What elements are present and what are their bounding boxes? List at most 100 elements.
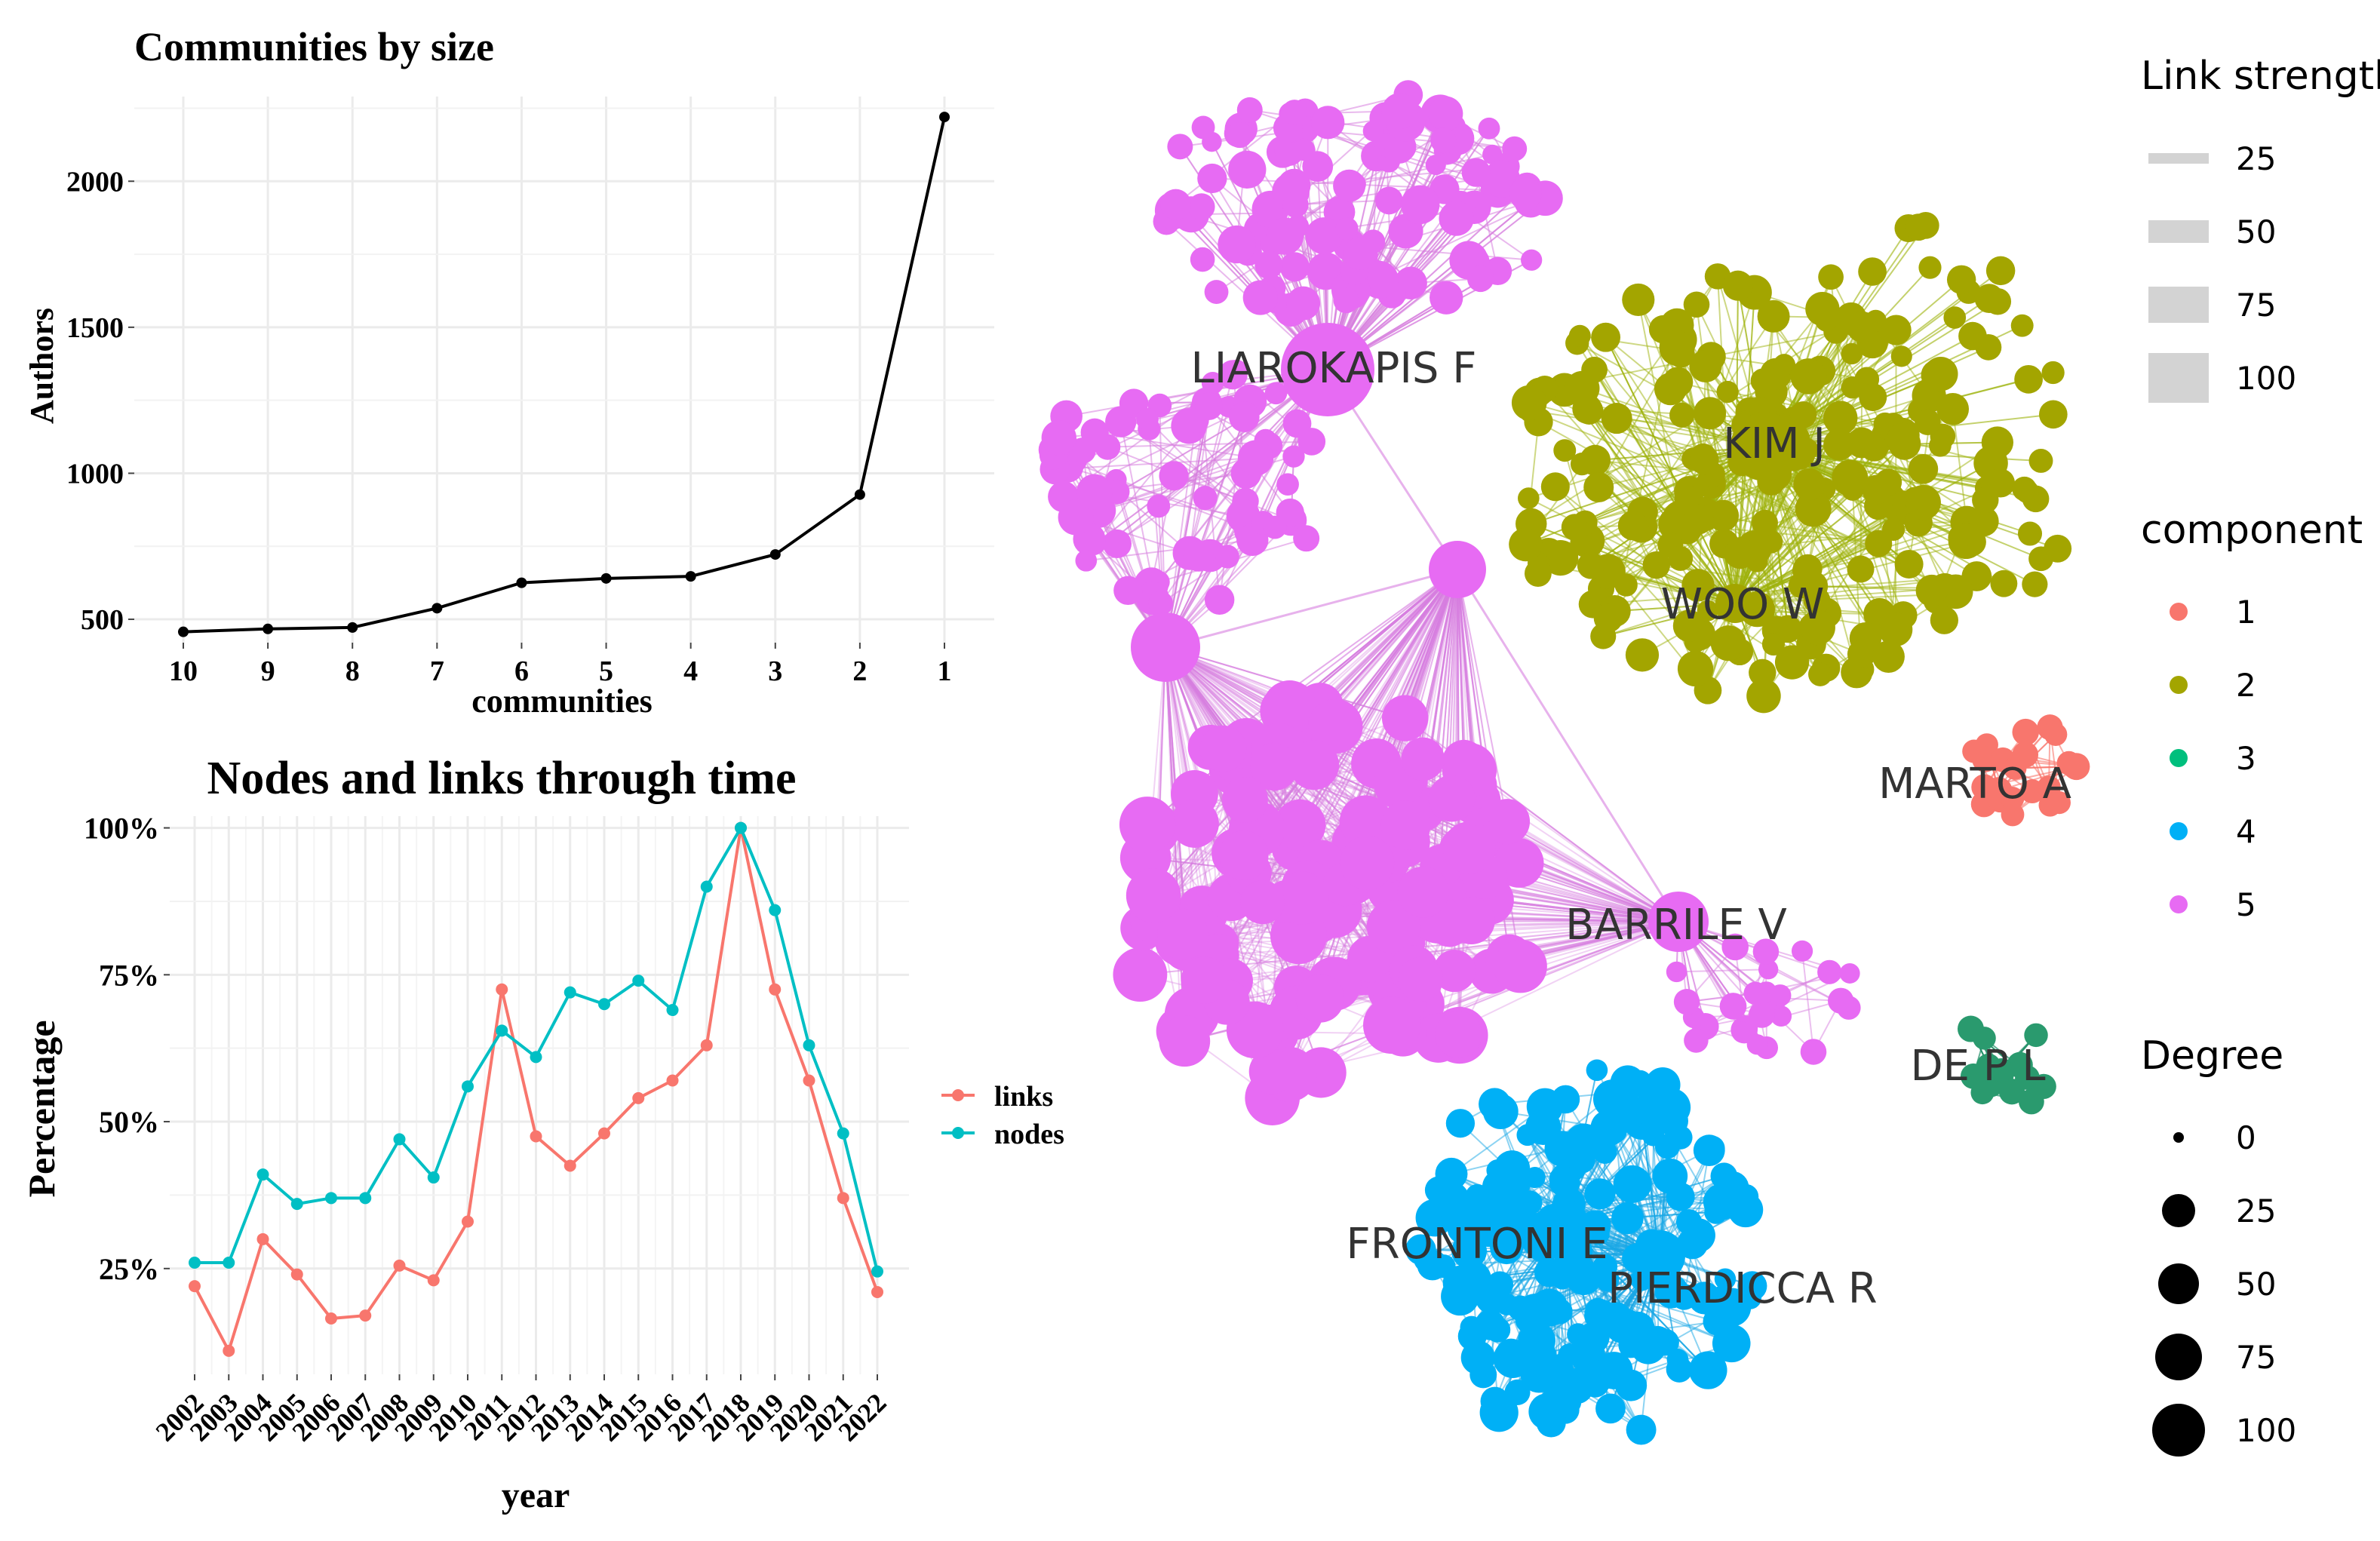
coauthor-network: LIAROKAPIS F KIM J WOO W MARTO A BARRILE… bbox=[1038, 80, 2090, 1445]
communities-y-tick-label: 500 bbox=[81, 604, 124, 636]
network-node bbox=[1490, 1231, 1524, 1265]
network-node bbox=[1360, 260, 1399, 299]
network-node bbox=[1430, 127, 1457, 154]
network-node bbox=[1793, 468, 1826, 501]
network-node bbox=[1943, 306, 1967, 329]
nodes-links-y-tick-label: 50% bbox=[99, 1105, 159, 1139]
network-edge bbox=[1471, 919, 1679, 922]
degree-label: 100 bbox=[2236, 1412, 2296, 1449]
network-edge bbox=[1107, 446, 1291, 521]
network-edge bbox=[1165, 646, 1186, 1042]
network-node bbox=[1858, 257, 1887, 286]
network-node bbox=[1976, 1053, 2001, 1079]
network-node bbox=[1521, 249, 1543, 271]
network-node bbox=[1292, 138, 1316, 161]
network-node bbox=[1095, 434, 1121, 460]
network-node bbox=[1509, 527, 1543, 562]
network-node bbox=[1282, 445, 1305, 468]
network-hub-node bbox=[1715, 584, 1755, 623]
network-node bbox=[2001, 803, 2025, 827]
network-node bbox=[1930, 606, 1958, 634]
network-node bbox=[1881, 315, 1912, 345]
communities-x-tick-label: 6 bbox=[514, 655, 529, 687]
series-point-links bbox=[666, 1074, 679, 1087]
network-node bbox=[1659, 330, 1695, 366]
network-node bbox=[1401, 737, 1445, 781]
network-node bbox=[1263, 515, 1287, 539]
network-node bbox=[2017, 521, 2043, 546]
network-node bbox=[1591, 322, 1621, 352]
network-node bbox=[1544, 1131, 1581, 1167]
nodes-links-legend: links nodes bbox=[941, 1081, 1064, 1150]
network-node bbox=[1467, 265, 1494, 293]
network-node bbox=[1104, 479, 1130, 505]
network-node bbox=[1058, 499, 1094, 536]
network-edge bbox=[1952, 409, 1968, 523]
network-edge bbox=[1601, 483, 1810, 590]
network-node bbox=[1746, 1034, 1767, 1055]
network-node bbox=[1516, 1124, 1539, 1147]
communities-y-tick-label: 1500 bbox=[66, 312, 124, 344]
network-node bbox=[1222, 776, 1268, 823]
network-node bbox=[1335, 216, 1359, 241]
series-point-nodes bbox=[427, 1171, 440, 1184]
network-node bbox=[1642, 551, 1671, 579]
network-node bbox=[1668, 545, 1694, 571]
nodes-links-chart: Nodes and links through time Percentage … bbox=[20, 753, 1064, 1515]
degree-label: 25 bbox=[2236, 1193, 2276, 1229]
network-node bbox=[1435, 1011, 1482, 1058]
communities-point bbox=[685, 571, 696, 582]
degree-swatch bbox=[2158, 1263, 2199, 1304]
network-edge bbox=[1457, 569, 1509, 822]
network-edge bbox=[1165, 646, 1186, 1042]
network-node bbox=[2015, 480, 2039, 504]
network-node bbox=[1654, 1134, 1680, 1159]
communities-point bbox=[178, 626, 189, 637]
node-label-kim: KIM J bbox=[1723, 419, 1826, 468]
series-point-links bbox=[427, 1274, 440, 1287]
degree-label: 0 bbox=[2236, 1119, 2256, 1156]
network-node bbox=[1070, 437, 1096, 464]
network-node bbox=[1333, 287, 1359, 314]
node-label-woo: WOO W bbox=[1661, 580, 1825, 629]
network-node bbox=[1442, 1265, 1479, 1301]
communities-x-tick-label: 4 bbox=[683, 655, 698, 687]
network-node bbox=[1593, 603, 1623, 633]
network-node bbox=[1286, 286, 1321, 321]
communities-point bbox=[347, 622, 358, 633]
network-node bbox=[2001, 787, 2025, 810]
network-node bbox=[1333, 169, 1366, 202]
network-node bbox=[1612, 1207, 1640, 1235]
network-node bbox=[1841, 376, 1864, 399]
network-node bbox=[1689, 1351, 1727, 1389]
network-node bbox=[1847, 555, 1875, 583]
component-legend: 1 2 3 4 5 bbox=[2170, 594, 2256, 923]
network-node bbox=[1448, 897, 1495, 945]
network-node bbox=[1862, 474, 1892, 505]
network-node bbox=[1635, 1325, 1666, 1356]
degree-label: 75 bbox=[2236, 1339, 2276, 1376]
network-node bbox=[1565, 1382, 1586, 1404]
network-node bbox=[1663, 367, 1694, 398]
network-edge bbox=[1271, 921, 1679, 1073]
network-node bbox=[1102, 529, 1132, 558]
legend-nodes-label: nodes bbox=[994, 1119, 1064, 1150]
nodes-links-y-tick-label: 25% bbox=[99, 1252, 159, 1286]
network-node bbox=[1652, 1158, 1688, 1194]
node-label-frontoni: FRONTONI E bbox=[1347, 1220, 1608, 1269]
component-swatch bbox=[2170, 676, 2188, 694]
network-node bbox=[1635, 1087, 1674, 1126]
network-edge bbox=[1334, 569, 1458, 727]
network-node bbox=[1228, 150, 1267, 189]
network-edge bbox=[1579, 335, 1736, 604]
network-node bbox=[1553, 439, 1577, 462]
network-node bbox=[1905, 213, 1933, 241]
network-node bbox=[1041, 420, 1076, 456]
network-node bbox=[1970, 1081, 1995, 1105]
network-node bbox=[1595, 1267, 1620, 1292]
network-node bbox=[1878, 612, 1913, 647]
network-node bbox=[1595, 1393, 1626, 1424]
series-point-links bbox=[530, 1130, 542, 1143]
network-node bbox=[1374, 186, 1403, 215]
network-node bbox=[1405, 1234, 1436, 1265]
